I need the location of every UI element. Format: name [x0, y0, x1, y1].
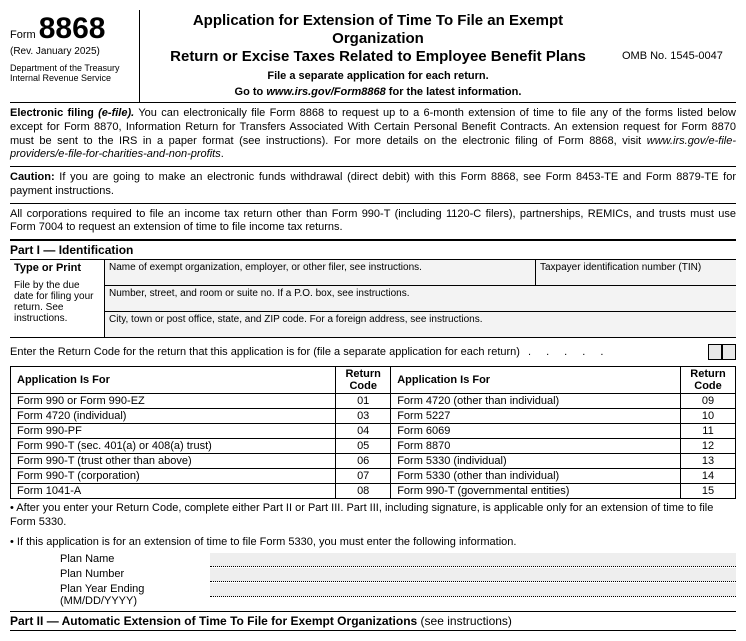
- table-cell-app: Form 990-T (corporation): [11, 469, 336, 484]
- plan-year-row: Plan Year Ending (MM/DD/YYYY): [10, 583, 736, 607]
- table-cell-code: 04: [336, 424, 391, 439]
- ident-left-labels: Type or Print File by the due date for f…: [10, 260, 105, 337]
- part1-title: Identification: [59, 243, 134, 257]
- table-cell-app: Form 990-PF: [11, 424, 336, 439]
- part2-title: Automatic Extension of Time To File for …: [62, 614, 418, 628]
- table-cell-app: Form 4720 (other than individual): [391, 394, 681, 409]
- sub-instruction-1: File a separate application for each ret…: [146, 70, 610, 82]
- table-cell-app: Form 990-T (trust other than above): [11, 454, 336, 469]
- table-cell-code: 13: [681, 454, 736, 469]
- sub2-c: for the latest information.: [386, 86, 522, 98]
- plan-number-row: Plan Number: [10, 568, 736, 582]
- th-app-right: Application Is For: [391, 367, 681, 394]
- return-code-text: Enter the Return Code for the return tha…: [10, 346, 520, 358]
- org-name-label: Name of exempt organization, employer, o…: [109, 262, 422, 273]
- sub2-a: Go to: [235, 86, 267, 98]
- th-code-right: Return Code: [681, 367, 736, 394]
- table-cell-code: 14: [681, 469, 736, 484]
- type-or-print: Type or Print: [14, 262, 100, 274]
- th-app-left: Application Is For: [11, 367, 336, 394]
- table-cell-code: 05: [336, 439, 391, 454]
- plan-year-label: Plan Year Ending (MM/DD/YYYY): [10, 583, 210, 607]
- tin-label: Taxpayer identification number (TIN): [540, 262, 701, 273]
- ident-fields: Name of exempt organization, employer, o…: [105, 260, 736, 337]
- part2-label: Part II: [10, 614, 43, 628]
- part1-label: Part I: [10, 243, 40, 257]
- table-cell-code: 07: [336, 469, 391, 484]
- table-cell-code: 01: [336, 394, 391, 409]
- address-line2-field[interactable]: City, town or post office, state, and ZI…: [105, 312, 736, 337]
- address-line2-label: City, town or post office, state, and ZI…: [109, 314, 483, 325]
- table-cell-code: 09: [681, 394, 736, 409]
- table-cell-app: Form 5227: [391, 409, 681, 424]
- caution-bold: Caution:: [10, 171, 55, 183]
- omb-number: OMB No. 1545-0047: [616, 10, 736, 102]
- caution-paragraph: Caution: If you are going to make an ele…: [10, 167, 736, 204]
- table-cell-app: Form 5330 (individual): [391, 454, 681, 469]
- plan-name-row: Plan Name: [10, 553, 736, 567]
- header-left: Form 8868 (Rev. January 2025) Department…: [10, 10, 140, 102]
- plan-year-field[interactable]: [210, 583, 736, 597]
- table-cell-code: 11: [681, 424, 736, 439]
- tin-field[interactable]: Taxpayer identification number (TIN): [536, 260, 736, 285]
- return-code-table: Application Is For Return Code Applicati…: [10, 366, 736, 499]
- part2-header: Part II — Automatic Extension of Time To…: [10, 611, 736, 631]
- table-cell-app: Form 1041-A: [11, 484, 336, 499]
- table-cell-app: Form 5330 (other than individual): [391, 469, 681, 484]
- plan-number-field[interactable]: [210, 568, 736, 582]
- header-center: Application for Extension of Time To Fil…: [140, 10, 616, 102]
- sub-instruction-2: Go to www.irs.gov/Form8868 for the lates…: [146, 86, 610, 98]
- table-cell-app: Form 8870: [391, 439, 681, 454]
- file-by-note: File by the due date for filing your ret…: [14, 280, 100, 324]
- revision: (Rev. January 2025): [10, 46, 135, 57]
- plan-name-field[interactable]: [210, 553, 736, 567]
- org-name-field[interactable]: Name of exempt organization, employer, o…: [105, 260, 536, 285]
- address-line1-label: Number, street, and room or suite no. If…: [109, 288, 410, 299]
- efile-paragraph: Electronic filing (e-file). You can elec…: [10, 103, 736, 167]
- dept-line1: Department of the Treasury: [10, 63, 135, 73]
- table-cell-app: Form 990-T (governmental entities): [391, 484, 681, 499]
- form-word: Form: [10, 29, 36, 41]
- part1-header: Part I — Identification: [10, 240, 736, 260]
- table-cell-code: 10: [681, 409, 736, 424]
- efile-italic: (e-file).: [98, 107, 134, 119]
- plan-number-label: Plan Number: [10, 568, 210, 582]
- th-code-left: Return Code: [336, 367, 391, 394]
- plan-name-label: Plan Name: [10, 553, 210, 567]
- address-line1-field[interactable]: Number, street, and room or suite no. If…: [105, 286, 736, 312]
- return-code-line: Enter the Return Code for the return tha…: [10, 338, 736, 366]
- corp-paragraph: All corporations required to file an inc…: [10, 204, 736, 241]
- table-cell-app: Form 4720 (individual): [11, 409, 336, 424]
- title-line2: Return or Excise Taxes Related to Employ…: [146, 48, 610, 66]
- table-cell-code: 03: [336, 409, 391, 424]
- title-line1: Application for Extension of Time To Fil…: [146, 12, 610, 48]
- identification-grid: Type or Print File by the due date for f…: [10, 260, 736, 338]
- leader-dots: . . . . .: [520, 346, 708, 358]
- part2-see: (see instructions): [421, 614, 512, 628]
- table-cell-app: Form 6069: [391, 424, 681, 439]
- bullet-1: • After you enter your Return Code, comp…: [10, 499, 736, 533]
- table-cell-code: 06: [336, 454, 391, 469]
- bullet-2: • If this application is for an extensio…: [10, 533, 736, 553]
- table-cell-code: 12: [681, 439, 736, 454]
- table-cell-code: 08: [336, 484, 391, 499]
- form-number: 8868: [39, 12, 106, 45]
- form-header: Form 8868 (Rev. January 2025) Department…: [10, 10, 736, 103]
- return-code-boxes[interactable]: [708, 344, 736, 360]
- caution-body: If you are going to make an electronic f…: [10, 171, 736, 197]
- table-cell-app: Form 990-T (sec. 401(a) or 408(a) trust): [11, 439, 336, 454]
- table-cell-app: Form 990 or Form 990-EZ: [11, 394, 336, 409]
- table-cell-code: 15: [681, 484, 736, 499]
- dept-line2: Internal Revenue Service: [10, 73, 135, 83]
- efile-bold: Electronic filing: [10, 107, 98, 119]
- sub2-url: www.irs.gov/Form8868: [266, 86, 385, 98]
